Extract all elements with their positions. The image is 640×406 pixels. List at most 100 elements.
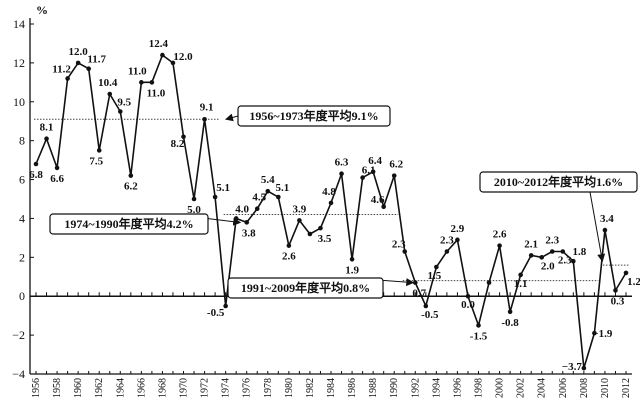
data-label: 12.4 [149, 38, 169, 50]
data-label: 1.9 [345, 264, 359, 276]
data-label: 2.3 [545, 235, 559, 247]
data-label: 2.9 [451, 223, 465, 235]
x-tick-label: 1956 [31, 378, 42, 398]
data-label: 9.5 [117, 97, 131, 109]
data-label: -0.5 [207, 307, 225, 319]
data-label: 11.0 [128, 65, 147, 77]
data-point [286, 243, 292, 248]
data-point [571, 258, 576, 264]
data-point [602, 227, 608, 233]
data-label: 8.2 [171, 138, 185, 150]
average-lines [34, 118, 630, 282]
y-tick-label: 14 [13, 17, 25, 31]
data-label: 11.7 [87, 54, 106, 66]
data-point [54, 165, 60, 171]
data-label: 8.1 [40, 122, 54, 134]
callout-arrow [377, 278, 415, 287]
data-label: 1.8 [572, 246, 586, 258]
data-label: 1.5 [427, 270, 441, 282]
data-label: 4.0 [235, 203, 249, 215]
data-point [518, 272, 523, 278]
data-point [212, 194, 218, 200]
average-callout-label: 2010~2012年度平均1.6% [494, 174, 623, 189]
data-label: -1.5 [470, 330, 488, 342]
x-tick-label: 1994 [431, 378, 442, 398]
x-tick-label: 1996 [452, 378, 463, 398]
y-tick-label: 2 [19, 250, 25, 264]
data-point [318, 225, 323, 231]
x-tick-label: 1988 [368, 378, 379, 398]
data-point [497, 243, 502, 248]
data-point [181, 134, 186, 140]
data-label: 3.9 [293, 203, 307, 215]
data-point [128, 173, 134, 178]
callout-arrow [225, 113, 239, 122]
data-label: 3.4 [600, 213, 614, 225]
data-label: 2.6 [493, 229, 507, 241]
average-callouts: 1956~1973年度平均9.1% 1974~1990年度平均4.2% 1991~2… [49, 105, 638, 299]
x-tick-label: 2004 [537, 378, 548, 398]
data-point [297, 218, 302, 223]
data-point [539, 255, 545, 260]
data-label: 10.4 [98, 77, 118, 89]
x-tick-label: 1980 [284, 378, 295, 398]
callout-box [479, 171, 638, 193]
data-label: -0.8 [501, 317, 519, 329]
x-tick-label: 1970 [179, 378, 190, 398]
data-point [307, 231, 313, 237]
data-point [402, 249, 408, 254]
x-tick-label: 2002 [516, 378, 527, 398]
data-label: 2.6 [282, 251, 296, 263]
data-point [33, 161, 39, 167]
data-label: 6.4 [368, 155, 382, 167]
data-point [507, 309, 513, 315]
data-point [613, 288, 618, 293]
data-point [370, 169, 376, 175]
data-label: 6.2 [124, 181, 138, 193]
data-point [412, 280, 418, 285]
data-label: 11.0 [147, 87, 166, 99]
data-point [223, 303, 228, 309]
data-point [254, 206, 260, 212]
data-point [202, 116, 207, 122]
y-tick-label: −4 [12, 367, 25, 381]
x-tick-label: 2012 [621, 378, 632, 398]
data-label: 4.8 [322, 186, 336, 198]
data-label: 2.0 [541, 260, 555, 272]
data-point [423, 303, 429, 309]
callout-box [237, 105, 391, 127]
y-tick-label: 6 [19, 173, 25, 187]
x-tick-label: 1958 [52, 378, 63, 398]
data-point [265, 188, 271, 194]
data-point [486, 280, 492, 285]
x-tick-label: 1976 [242, 378, 253, 398]
data-point [360, 175, 365, 180]
data-point [328, 200, 334, 206]
data-point [623, 270, 629, 276]
x-tick-label: 1972 [200, 378, 211, 398]
data-point [581, 365, 587, 371]
x-tick-label: 2000 [495, 378, 506, 398]
data-point [560, 249, 566, 254]
data-label: 4.6 [371, 194, 385, 206]
data-label: 4.5 [252, 192, 266, 204]
data-point [528, 253, 534, 258]
callout-arrow [589, 191, 606, 263]
callout-box [227, 277, 384, 299]
data-point [349, 256, 355, 262]
x-tick-label: 1982 [305, 378, 316, 398]
data-label: 2.3 [440, 235, 454, 247]
data-label: -0.5 [421, 309, 439, 321]
x-tick-label: 1990 [389, 378, 400, 398]
x-tick-label: 2010 [600, 378, 611, 398]
data-label: 5.0 [187, 204, 201, 216]
data-point [339, 171, 344, 177]
data-point [86, 66, 91, 72]
data-point [139, 80, 144, 85]
data-label: 12.0 [173, 51, 193, 63]
data-label: 2.3 [558, 255, 572, 267]
data-point [96, 148, 102, 153]
data-label: 2.1 [524, 238, 538, 250]
data-label: 2.3 [392, 239, 406, 251]
data-label: 6.3 [335, 157, 349, 169]
